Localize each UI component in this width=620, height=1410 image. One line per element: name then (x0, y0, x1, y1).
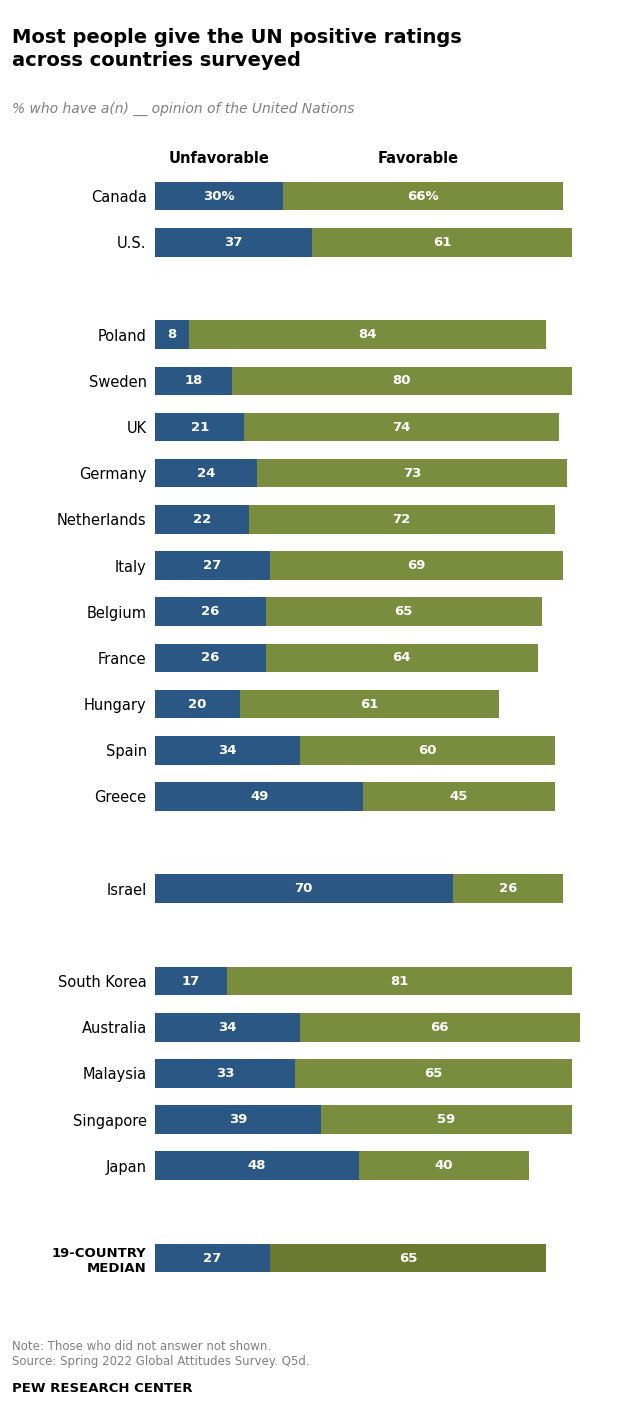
Text: 49: 49 (250, 790, 268, 802)
Text: 39: 39 (229, 1112, 247, 1127)
Text: Note: Those who did not answer not shown.
Source: Spring 2022 Global Attitudes S: Note: Those who did not answer not shown… (12, 1340, 310, 1368)
Text: 37: 37 (224, 235, 243, 248)
Text: 22: 22 (193, 513, 211, 526)
Text: 26: 26 (201, 651, 219, 664)
Bar (240, 689, 499, 718)
Bar (283, 182, 563, 210)
Bar (155, 367, 231, 395)
Text: 18: 18 (184, 374, 203, 388)
Text: 70: 70 (294, 883, 313, 895)
Text: 61: 61 (433, 235, 451, 248)
Text: 34: 34 (218, 1021, 236, 1034)
Bar (155, 874, 453, 902)
Bar (189, 320, 546, 350)
Text: 30%: 30% (203, 190, 234, 203)
Bar (155, 228, 312, 257)
Bar (155, 736, 299, 764)
Bar (321, 1105, 572, 1134)
Text: 64: 64 (392, 651, 411, 664)
Bar (155, 783, 363, 811)
Bar (155, 967, 228, 995)
Bar (257, 458, 567, 488)
Text: 81: 81 (390, 974, 409, 987)
Text: 65: 65 (424, 1067, 443, 1080)
Bar (363, 783, 555, 811)
Text: 66%: 66% (407, 190, 439, 203)
Text: 26: 26 (201, 605, 219, 618)
Text: 45: 45 (450, 790, 468, 802)
Text: PEW RESEARCH CENTER: PEW RESEARCH CENTER (12, 1382, 193, 1394)
Text: 80: 80 (392, 374, 411, 388)
Bar (155, 1152, 359, 1180)
Text: 60: 60 (418, 743, 436, 757)
Text: 73: 73 (403, 467, 422, 479)
Text: 65: 65 (399, 1252, 417, 1265)
Text: 27: 27 (203, 1252, 221, 1265)
Bar (155, 1012, 299, 1042)
Bar (270, 551, 563, 580)
Bar (155, 1244, 270, 1272)
Text: 8: 8 (167, 329, 177, 341)
Text: 24: 24 (197, 467, 215, 479)
Text: 74: 74 (392, 420, 411, 433)
Bar (299, 1012, 580, 1042)
Text: Most people give the UN positive ratings
across countries surveyed: Most people give the UN positive ratings… (12, 28, 462, 70)
Text: 17: 17 (182, 974, 200, 987)
Text: 59: 59 (437, 1112, 455, 1127)
Text: 34: 34 (218, 743, 236, 757)
Bar (155, 413, 244, 441)
Text: 65: 65 (394, 605, 413, 618)
Bar (155, 1059, 295, 1087)
Bar (155, 505, 249, 533)
Text: 33: 33 (216, 1067, 234, 1080)
Bar (312, 228, 572, 257)
Bar (155, 598, 265, 626)
Text: 61: 61 (360, 698, 379, 711)
Text: Favorable: Favorable (378, 151, 459, 166)
Bar (231, 367, 572, 395)
Bar (155, 320, 189, 350)
Bar (155, 689, 240, 718)
Bar (155, 182, 283, 210)
Bar (155, 643, 265, 673)
Bar (270, 1244, 546, 1272)
Bar (228, 967, 572, 995)
Text: 26: 26 (498, 883, 517, 895)
Text: 27: 27 (203, 558, 221, 572)
Text: 21: 21 (190, 420, 209, 433)
Text: 69: 69 (407, 558, 426, 572)
Bar (295, 1059, 572, 1087)
Bar (265, 598, 542, 626)
Bar (155, 1105, 321, 1134)
Text: 48: 48 (248, 1159, 266, 1172)
Text: 20: 20 (188, 698, 206, 711)
Text: % who have a(n) __ opinion of the United Nations: % who have a(n) __ opinion of the United… (12, 102, 355, 116)
Bar (299, 736, 555, 764)
Bar (155, 551, 270, 580)
Text: Unfavorable: Unfavorable (169, 151, 269, 166)
Bar (453, 874, 563, 902)
Bar (249, 505, 555, 533)
Bar (265, 643, 538, 673)
Text: 66: 66 (431, 1021, 449, 1034)
Text: 84: 84 (358, 329, 377, 341)
Bar (359, 1152, 529, 1180)
Text: 72: 72 (392, 513, 410, 526)
Bar (155, 458, 257, 488)
Text: 40: 40 (435, 1159, 453, 1172)
Bar (244, 413, 559, 441)
